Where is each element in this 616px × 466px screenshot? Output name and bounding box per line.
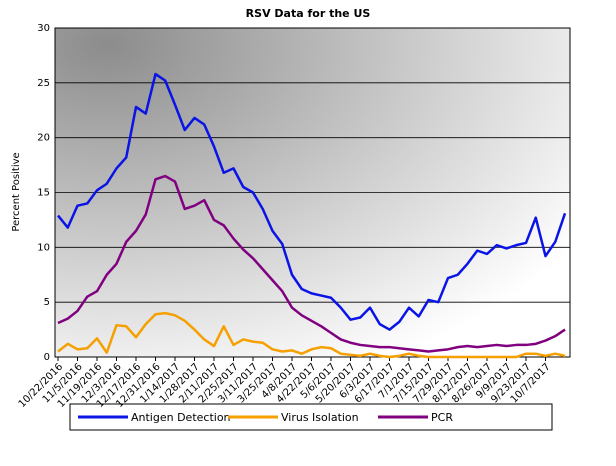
y-tick-label: 5: [44, 297, 50, 308]
chart-title: RSV Data for the US: [246, 7, 371, 20]
legend: [69, 403, 553, 431]
y-tick-label: 0: [44, 352, 50, 363]
y-tick-label: 10: [37, 242, 50, 253]
series-line: [57, 311, 566, 359]
legend-label: PCR: [431, 411, 453, 424]
y-tick-label: 15: [37, 188, 50, 199]
series-line: [57, 174, 566, 353]
legend-label: Virus Isolation: [281, 411, 359, 424]
legend-label: Antigen Detection: [131, 411, 231, 424]
y-tick-label: 30: [37, 23, 50, 34]
y-tick-label: 20: [37, 133, 50, 144]
y-axis-label: Percent Positive: [11, 152, 22, 231]
y-tick-label: 25: [37, 78, 50, 89]
series-line: [57, 72, 567, 331]
